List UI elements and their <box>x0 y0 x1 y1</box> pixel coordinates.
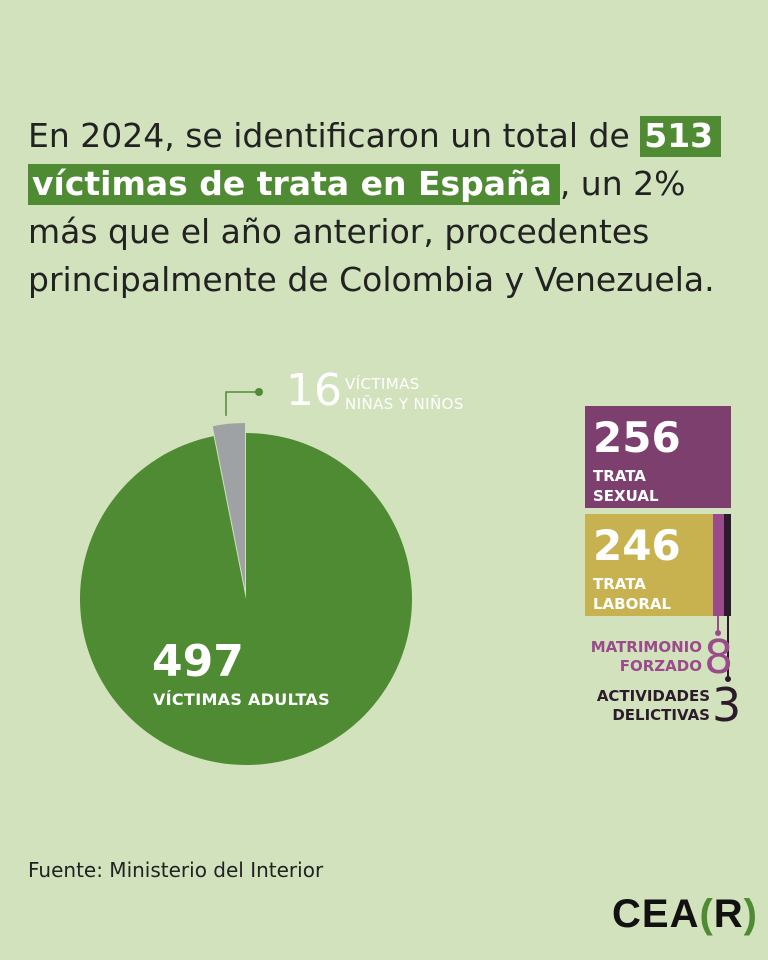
laboral-number: 246 <box>593 521 681 570</box>
pie-slice-children <box>212 423 246 590</box>
headline-text-2: , un 2% más que el año anterior, procede… <box>28 164 715 299</box>
delictivas-connector-dot <box>725 676 731 682</box>
headline: En 2024, se identificaron un total de 51… <box>28 112 748 304</box>
children-leader-line <box>225 391 258 416</box>
source-note: Fuente: Ministerio del Interior <box>28 858 324 882</box>
adults-number: 497 <box>152 636 244 687</box>
laboral-label: TRATA LABORAL <box>593 575 672 613</box>
logo-open-bracket: ( <box>699 892 714 936</box>
headline-highlight-text: víctimas de trata en España <box>28 164 560 205</box>
children-label-line2: NIÑAS Y NIÑOS <box>345 395 464 413</box>
headline-text-1: En 2024, se identificaron un total de <box>28 116 641 155</box>
sexual-number: 256 <box>593 413 681 462</box>
children-number: 16 <box>286 365 342 416</box>
pie-slice-adults <box>79 433 412 765</box>
logo-text: CEA <box>612 892 700 936</box>
logo-close-bracket: ) <box>743 892 758 936</box>
matrimonio-connector <box>717 616 719 632</box>
bar-segment-matrimonio <box>713 514 724 616</box>
bar-segment-sexual: 256 TRATA SEXUAL <box>585 406 731 508</box>
cear-logo: CEA(R) <box>612 892 758 937</box>
bar-segment-laboral: 246 TRATA LABORAL <box>585 514 713 616</box>
matrimonio-label: MATRIMONIO FORZADO <box>590 638 702 675</box>
delictivas-number: 3 <box>712 678 742 732</box>
adults-label: VÍCTIMAS ADULTAS <box>153 690 330 709</box>
matrimonio-connector-dot <box>715 630 721 636</box>
delictivas-connector <box>727 616 729 678</box>
matrimonio-number: 8 <box>704 630 734 684</box>
logo-letter: R <box>713 892 744 936</box>
headline-highlight-number: 513 <box>640 116 722 157</box>
delictivas-label: ACTIVIDADES DELICTIVAS <box>596 687 710 724</box>
children-label-line1: VÍCTIMAS <box>345 375 420 393</box>
children-leader-dot <box>255 388 263 396</box>
children-label: VÍCTIMAS NIÑAS Y NIÑOS <box>345 374 464 414</box>
bar-segment-delictivas <box>724 514 731 616</box>
sexual-label: TRATA SEXUAL <box>593 467 659 505</box>
